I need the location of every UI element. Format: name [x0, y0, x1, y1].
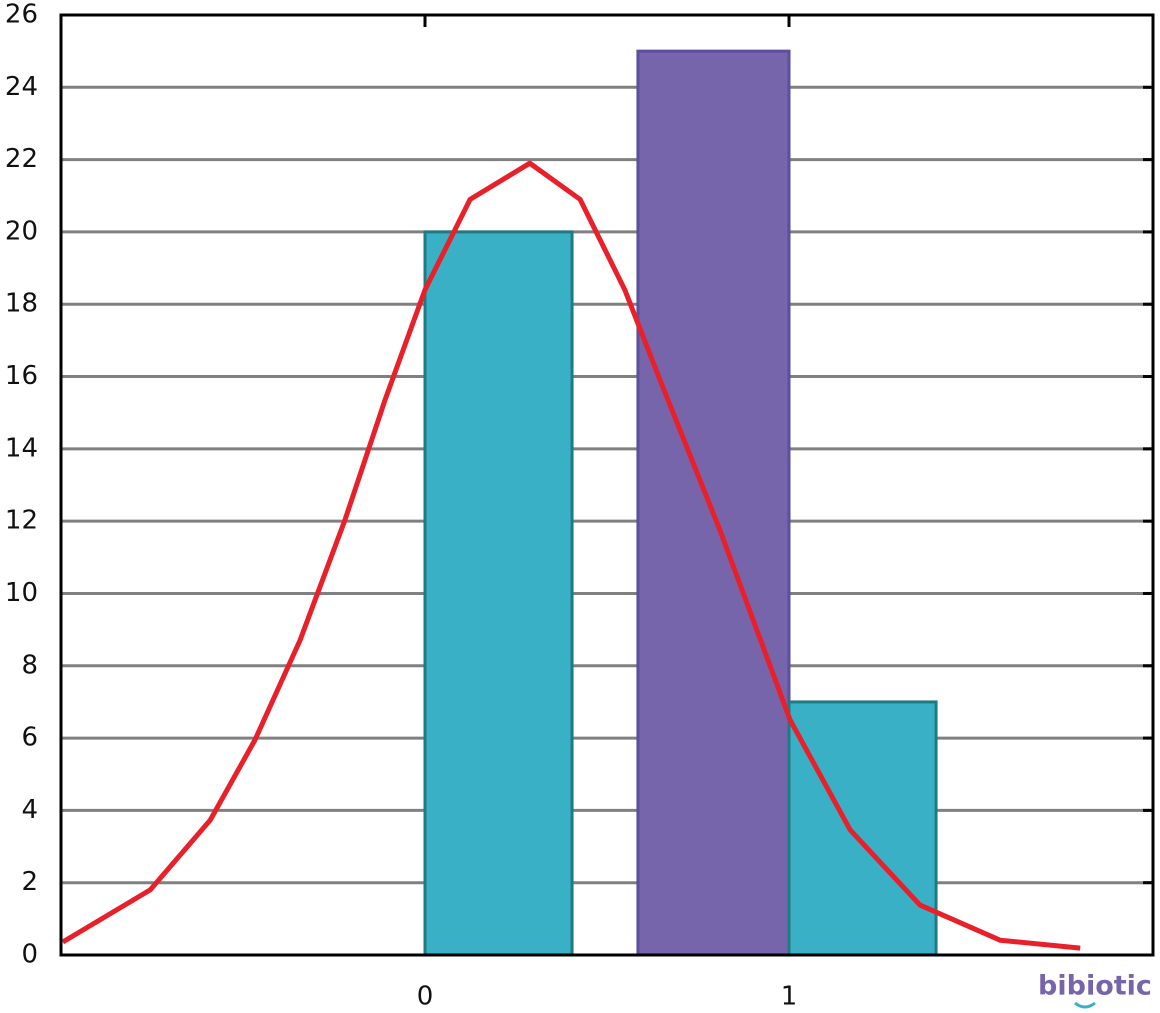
y-tick-label: 12 — [5, 506, 38, 536]
plot-frame — [59, 13, 1155, 957]
bar — [636, 49, 791, 957]
watermark: bibiotic — [1038, 971, 1152, 1002]
y-tick-label: 4 — [21, 795, 38, 825]
bar — [423, 230, 574, 957]
x-tick-label: 1 — [781, 982, 798, 1012]
y-tick-label: 16 — [5, 361, 38, 391]
y-tick-label: 10 — [5, 578, 38, 608]
y-tick-label: 18 — [5, 289, 38, 319]
y-tick-label: 0 — [21, 940, 38, 970]
fit-curve — [61, 160, 1081, 951]
y-tick-label: 24 — [5, 72, 38, 102]
watermark-smile — [1074, 1001, 1096, 1009]
y-tick-label: 20 — [5, 216, 38, 246]
x-tick-label: 0 — [417, 982, 434, 1012]
y-tick-label: 8 — [21, 650, 38, 680]
y-tick-label: 22 — [5, 144, 38, 174]
y-tick-label: 2 — [21, 867, 38, 897]
bar — [787, 700, 938, 957]
y-tick-label: 26 — [5, 0, 38, 30]
y-tick-label: 6 — [21, 723, 38, 753]
y-tick-label: 14 — [5, 433, 38, 463]
